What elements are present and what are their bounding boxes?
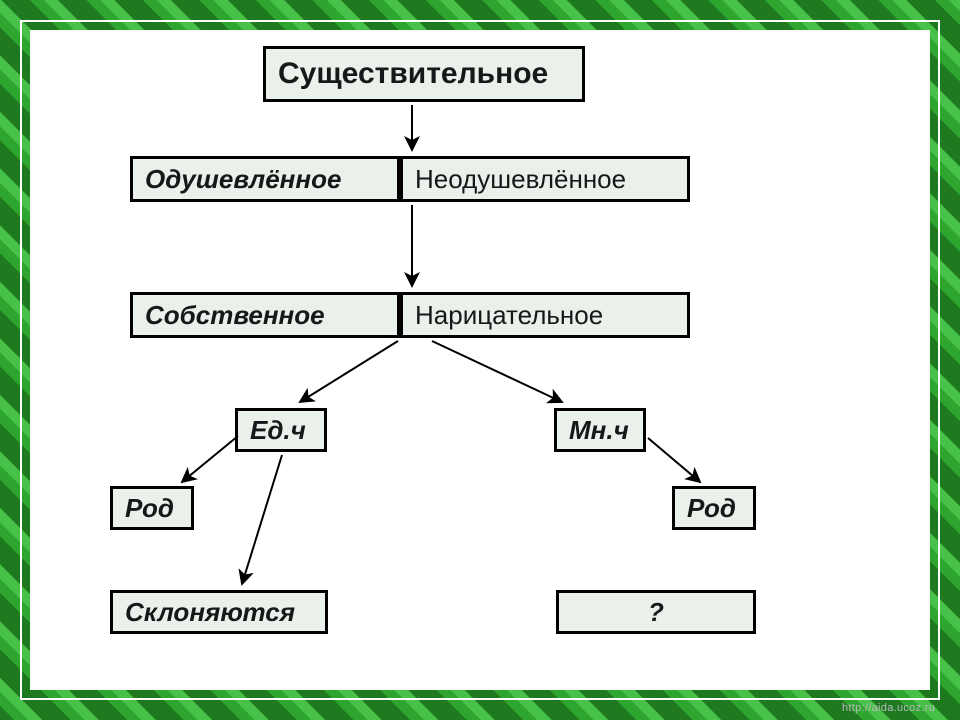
node-animate: Одушевлённое [130,156,400,202]
node-title: Существительное [263,46,585,102]
node-question: ? [556,590,756,634]
node-label: Существительное [278,57,548,91]
node-rod_r: Род [672,486,756,530]
node-label: Мн.ч [569,415,629,446]
node-label: Нарицательное [415,300,603,331]
node-label: ? [648,597,664,628]
node-inanimate: Неодушевлённое [400,156,690,202]
node-label: Собственное [145,300,325,331]
watermark-text: http://aida.ucoz.ru [842,702,935,714]
node-proper: Собственное [130,292,400,338]
watermark: http://aida.ucoz.ru [842,702,935,714]
node-label: Род [125,493,174,524]
node-common: Нарицательное [400,292,690,338]
node-label: Одушевлённое [145,164,341,195]
node-label: Склоняются [125,597,295,628]
node-plur: Мн.ч [554,408,646,452]
node-label: Род [687,493,736,524]
node-label: Ед.ч [250,415,306,446]
node-rod_l: Род [110,486,194,530]
node-sing: Ед.ч [235,408,327,452]
node-decline: Склоняются [110,590,328,634]
node-label: Неодушевлённое [415,164,626,195]
